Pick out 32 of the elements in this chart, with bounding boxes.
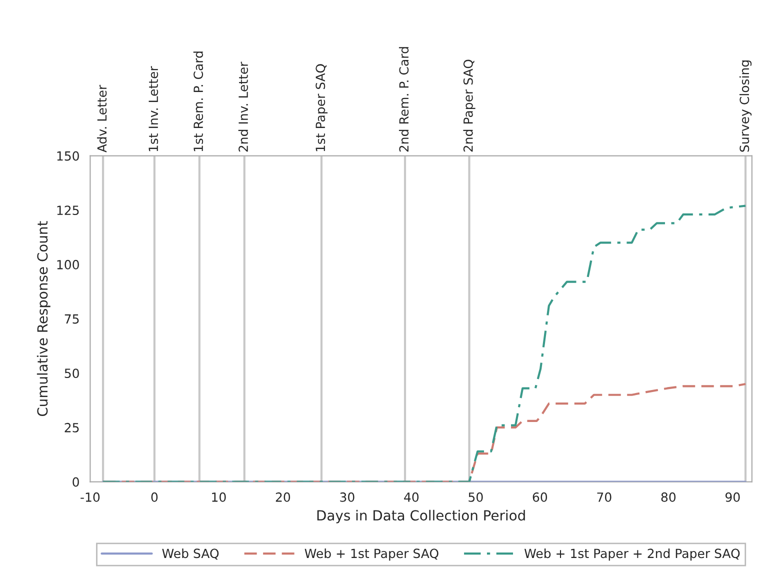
ref-line-label: 1st Rem. P. Card [193,52,204,152]
legend-label: Web + 1st Paper + 2nd Paper SAQ [524,548,740,561]
x-tick-label: 80 [661,492,676,502]
x-tick-label: 40 [404,492,419,502]
y-tick-label: 150 [57,151,79,161]
x-tick-label: 0 [151,492,158,502]
ref-line-label: 2nd Rem. P. Card [398,47,409,152]
ref-line-label: Survey Closing [739,60,752,152]
legend-label: Web + 1st Paper SAQ [304,548,438,561]
y-tick-label: 50 [64,368,79,378]
ref-line-label: 1st Paper SAQ [316,64,328,152]
y-tick-label: 125 [57,206,79,216]
y-tick-label: 75 [64,314,79,324]
x-tick-label: 90 [725,492,740,502]
line-series [102,204,747,482]
ref-line-label: Adv. Letter [97,84,107,152]
y-tick-label: 100 [57,260,79,270]
x-tick-label: 10 [212,492,226,502]
x-axis-title: Days in Data Collection Period [317,510,525,524]
x-tick-label: 50 [468,492,483,502]
ref-line-label: 1st Inv. Letter [148,66,158,152]
x-tick-label: 20 [276,492,290,502]
legend-label: Web SAQ [162,548,219,560]
ref-line-label: 2nd Inv. Letter [238,62,248,152]
x-tick-label: -10 [80,492,100,502]
x-tick-label: 30 [340,492,354,502]
y-tick-label: 0 [72,477,79,487]
y-axis-title: Cumulative Response Count [36,221,50,416]
x-tick-label: 70 [597,492,612,502]
x-tick-label: 60 [532,492,548,502]
ref-line-label: 2nd Paper SAQ [463,60,476,152]
y-tick-label: 25 [64,422,79,432]
